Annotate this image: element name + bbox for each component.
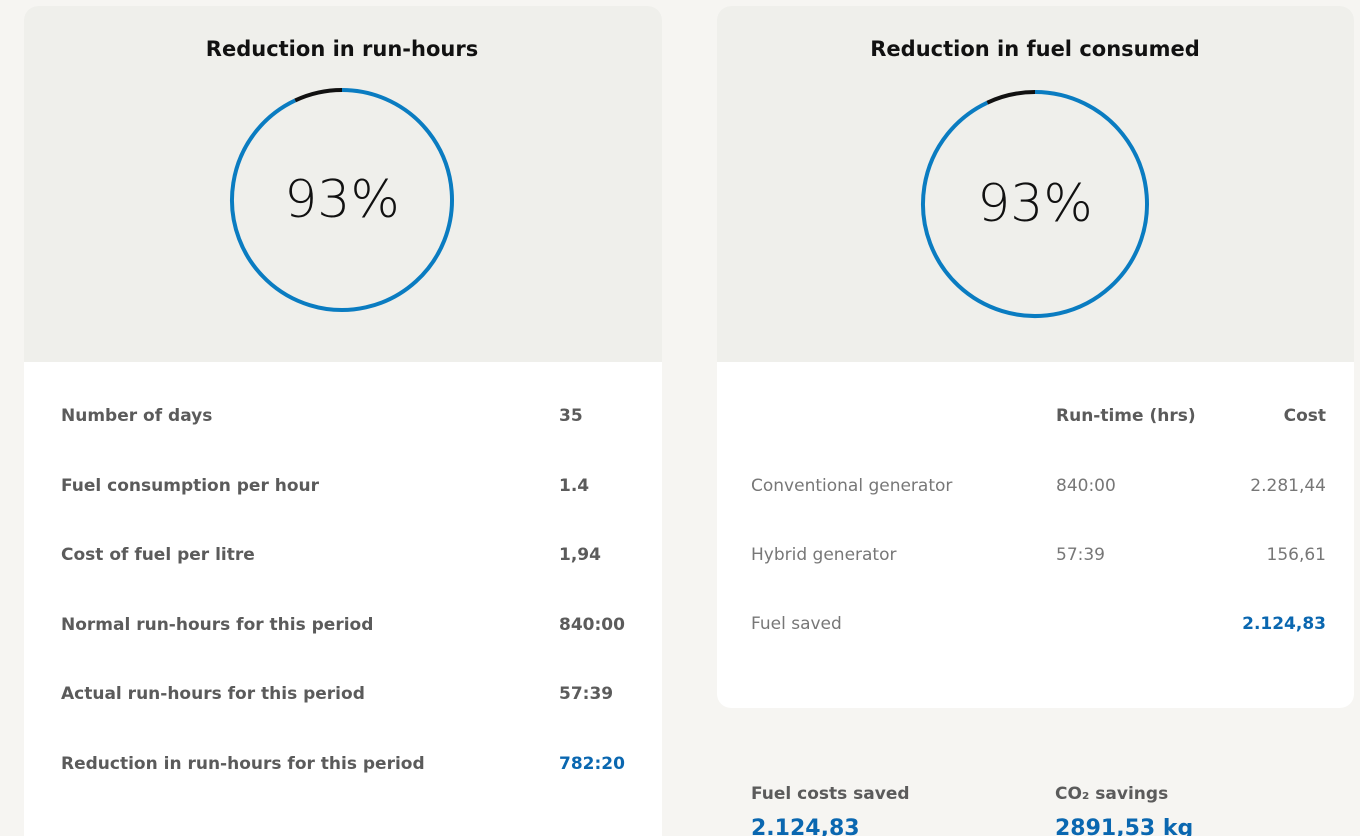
row-label: Normal run-hours for this period: [61, 614, 374, 635]
cost: 2.281,44: [1250, 476, 1326, 496]
row-label: Conventional generator: [751, 476, 953, 496]
row-value: 1,94: [559, 545, 601, 565]
summary-value: 2891,53 kg: [1055, 816, 1194, 836]
row-value: 782:20: [559, 753, 625, 774]
row-value: 840:00: [559, 614, 625, 635]
column-header: Cost: [1283, 406, 1326, 426]
gauge-remainder: [294, 88, 343, 103]
cost: 156,61: [1266, 545, 1326, 565]
cost: 2.124,83: [1242, 614, 1326, 634]
row-label: Actual run-hours for this period: [61, 684, 365, 704]
card-header: [717, 6, 1354, 362]
row-value: 1.4: [559, 475, 590, 496]
row-value: 57:39: [559, 684, 614, 704]
run-hours-card: [24, 6, 662, 836]
summary-label: Fuel costs saved: [751, 784, 910, 804]
row-label: Number of days: [61, 406, 213, 426]
gauge-remainder: [986, 90, 1036, 105]
summary-value: 2.124,83: [751, 816, 860, 836]
gauge-label: 93%: [977, 174, 1093, 234]
row-label: Fuel saved: [751, 614, 842, 634]
gauge-arc: [230, 88, 454, 312]
card-title: Reduction in run-hours: [205, 37, 479, 61]
card-title: Reduction in fuel consumed: [870, 37, 1200, 61]
column-header: Run-time (hrs): [1056, 406, 1196, 426]
runtime: 57:39: [1056, 545, 1105, 565]
gauge-arc: [921, 90, 1149, 318]
row-label: Reduction in run-hours for this period: [61, 753, 425, 774]
row-label: Hybrid generator: [751, 545, 897, 565]
summary-label: CO₂ savings: [1055, 784, 1169, 804]
card-header: [24, 6, 662, 362]
row-value: 35: [559, 406, 583, 426]
runtime: 840:00: [1056, 476, 1116, 496]
row-label: Cost of fuel per litre: [61, 545, 255, 565]
fuel-card: [717, 6, 1354, 708]
gauge-label: 93%: [284, 170, 400, 230]
row-label: Fuel consumption per hour: [61, 475, 320, 496]
